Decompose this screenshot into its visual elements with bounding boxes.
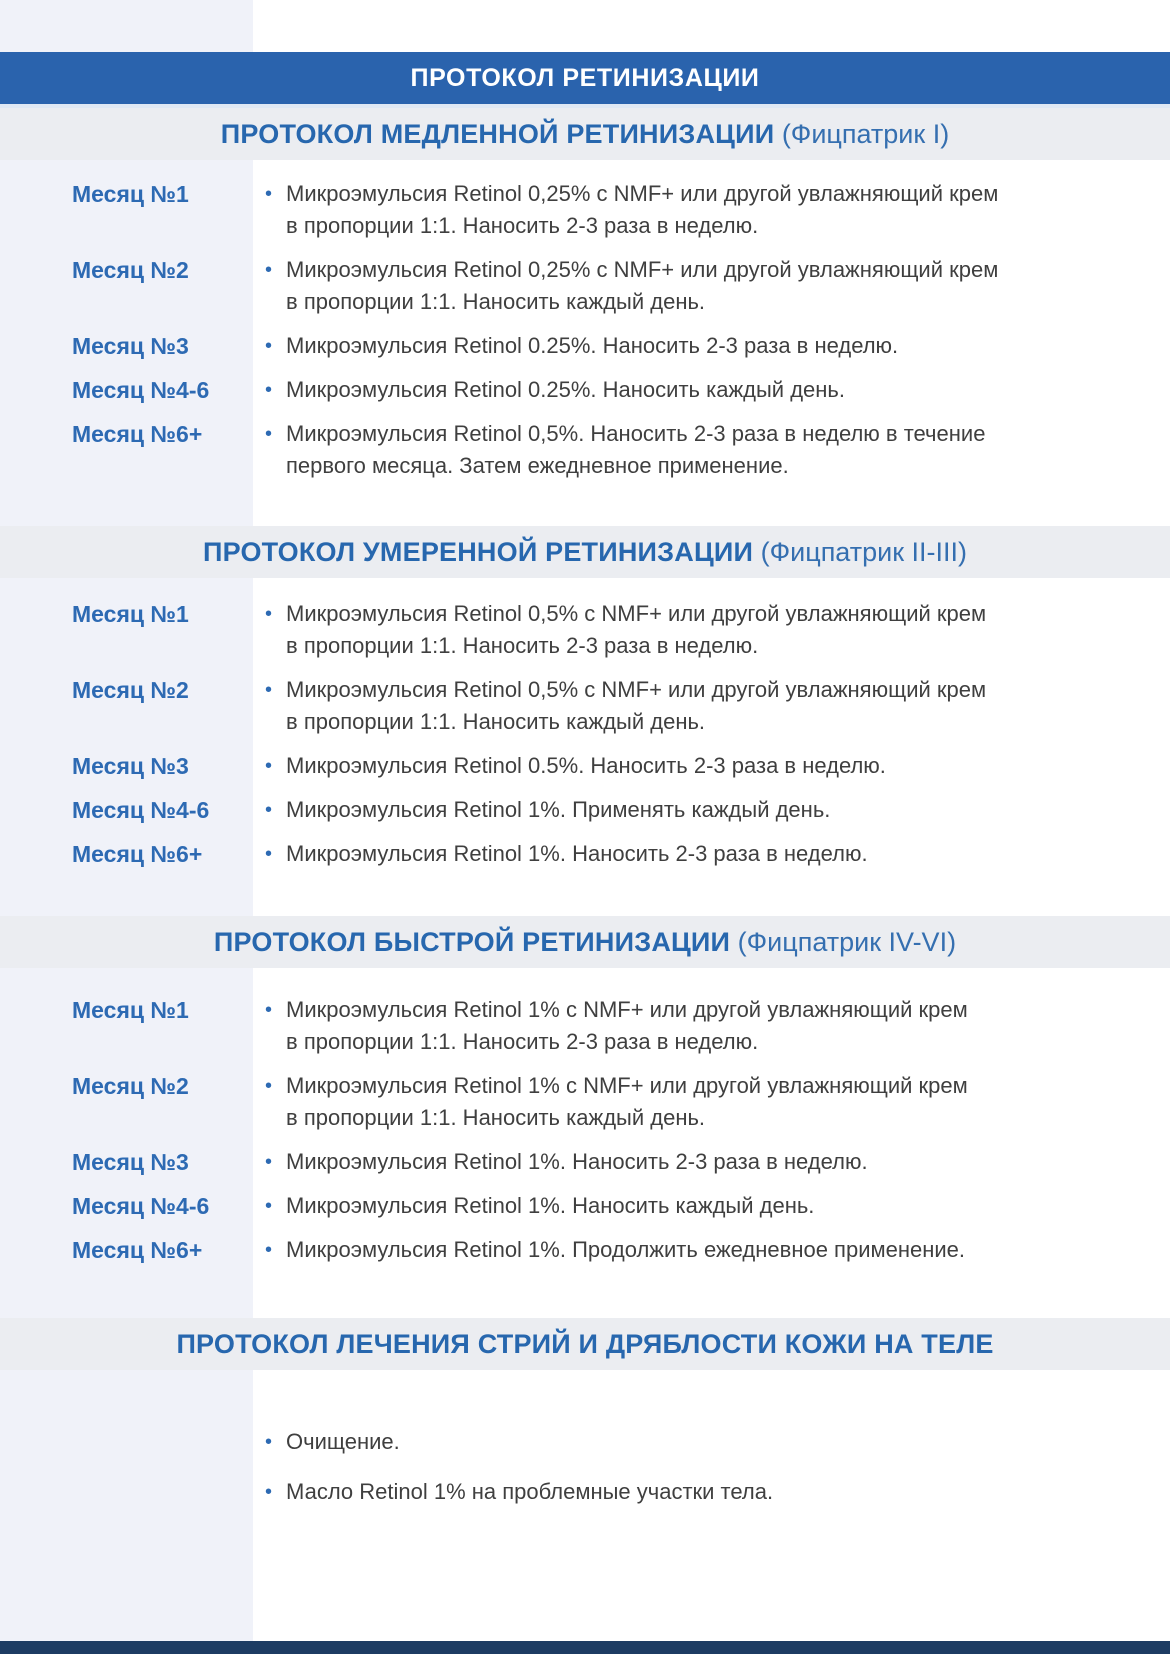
title-underline bbox=[0, 104, 1170, 108]
section-header-body-treatment: ПРОТОКОЛ ЛЕЧЕНИЯ СТРИЙ И ДРЯБЛОСТИ КОЖИ … bbox=[0, 1318, 1170, 1370]
section-moderate-rows: Месяц №1 • Микроэмульсия Retinol 0,5% с N… bbox=[0, 598, 1170, 870]
footer-bar bbox=[0, 1641, 1170, 1654]
table-row: • Очищение. bbox=[0, 1426, 1170, 1458]
section-header-fast: ПРОТОКОЛ БЫСТРОЙ РЕТИНИЗАЦИИ (Фицпатрик … bbox=[0, 916, 1170, 968]
row-text: Микроэмульсия Retinol 0.5%. Наносить 2-3… bbox=[286, 753, 886, 778]
bullet-icon: • bbox=[265, 335, 273, 357]
bullet-icon: • bbox=[265, 1431, 273, 1453]
month-label: Месяц №6+ bbox=[72, 841, 203, 867]
month-label: Месяц №4-6 bbox=[72, 377, 210, 403]
section-title: ПРОТОКОЛ БЫСТРОЙ РЕТИНИЗАЦИИ bbox=[213, 926, 731, 957]
month-label: Месяц №4-6 bbox=[72, 1193, 210, 1219]
row-text: Микроэмульсия Retinol 0,25% с NMF+ или д… bbox=[286, 181, 999, 238]
month-label: Месяц №3 bbox=[72, 1149, 189, 1175]
row-text: Микроэмульсия Retinol 1%. Применять кажд… bbox=[286, 797, 831, 822]
table-row: Месяц №3 • Микроэмульсия Retinol 0.25%. Н… bbox=[0, 330, 1170, 362]
bullet-icon: • bbox=[265, 183, 273, 205]
row-text: Масло Retinol 1% на проблемные участки т… bbox=[286, 1479, 774, 1504]
section-title: ПРОТОКОЛ УМЕРЕННОЙ РЕТИНИЗАЦИИ bbox=[202, 536, 754, 567]
bullet-icon: • bbox=[265, 843, 273, 865]
table-row: Месяц №6+ • Микроэмульсия Retinol 1%. Нан… bbox=[0, 838, 1170, 870]
bullet-icon: • bbox=[265, 1075, 273, 1097]
main-title-bar: ПРОТОКОЛ РЕТИНИЗАЦИИ bbox=[0, 52, 1170, 104]
table-row: Месяц №1 • Микроэмульсия Retinol 0,25% с … bbox=[0, 178, 1170, 242]
month-label: Месяц №4-6 bbox=[72, 797, 210, 823]
row-text: Микроэмульсия Retinol 0,5% с NMF+ или др… bbox=[286, 677, 987, 734]
bullet-icon: • bbox=[265, 1151, 273, 1173]
table-row: Месяц №3 • Микроэмульсия Retinol 1%. Нано… bbox=[0, 1146, 1170, 1178]
section-slow-rows: Месяц №1 • Микроэмульсия Retinol 0,25% с … bbox=[0, 178, 1170, 482]
section-title: ПРОТОКОЛ МЕДЛЕННОЙ РЕТИНИЗАЦИИ bbox=[220, 118, 775, 149]
top-margin bbox=[0, 0, 1170, 52]
month-label: Месяц №1 bbox=[72, 181, 189, 207]
bullet-icon: • bbox=[265, 259, 273, 281]
table-row: • Масло Retinol 1% на проблемные участки … bbox=[0, 1476, 1170, 1508]
month-label: Месяц №6+ bbox=[72, 1237, 203, 1263]
row-text: Микроэмульсия Retinol 0,5% с NMF+ или др… bbox=[286, 601, 987, 658]
bullet-icon: • bbox=[265, 1239, 273, 1261]
table-row: Месяц №1 • Микроэмульсия Retinol 0,5% с N… bbox=[0, 598, 1170, 662]
month-label: Месяц №1 bbox=[72, 997, 189, 1023]
table-row: Месяц №4-6 • Микроэмульсия Retinol 1%. На… bbox=[0, 1190, 1170, 1222]
row-text: Микроэмульсия Retinol 0.25%. Наносить 2-… bbox=[286, 333, 899, 358]
bullet-icon: • bbox=[265, 755, 273, 777]
left-column-background bbox=[0, 0, 253, 1654]
section-title: ПРОТОКОЛ ЛЕЧЕНИЯ СТРИЙ И ДРЯБЛОСТИ КОЖИ … bbox=[176, 1328, 994, 1359]
row-text: Микроэмульсия Retinol 1%. Продолжить еже… bbox=[286, 1237, 966, 1262]
row-text: Очищение. bbox=[286, 1429, 400, 1454]
row-text: Микроэмульсия Retinol 0.25%. Наносить ка… bbox=[286, 377, 846, 402]
bullet-icon: • bbox=[265, 799, 273, 821]
section-fast-rows: Месяц №1 • Микроэмульсия Retinol 1% с NMF… bbox=[0, 994, 1170, 1266]
bullet-icon: • bbox=[265, 379, 273, 401]
month-label: Месяц №3 bbox=[72, 753, 189, 779]
table-row: Месяц №1 • Микроэмульсия Retinol 1% с NMF… bbox=[0, 994, 1170, 1058]
table-row: Месяц №6+ • Микроэмульсия Retinol 1%. Про… bbox=[0, 1234, 1170, 1266]
section-body-treatment-rows: • Очищение. • Масло Retinol 1% на проблемн… bbox=[0, 1426, 1170, 1508]
bullet-icon: • bbox=[265, 423, 273, 445]
bullet-icon: • bbox=[265, 1481, 273, 1503]
section-subtitle: (Фицпатрик I) bbox=[774, 118, 950, 149]
table-row: Месяц №3 • Микроэмульсия Retinol 0.5%. На… bbox=[0, 750, 1170, 782]
table-row: Месяц №2 • Микроэмульсия Retinol 0,25% с … bbox=[0, 254, 1170, 318]
month-label: Месяц №3 bbox=[72, 333, 189, 359]
section-subtitle: (Фицпатрик IV-VI) bbox=[730, 926, 957, 957]
main-title: ПРОТОКОЛ РЕТИНИЗАЦИИ bbox=[410, 63, 760, 92]
table-row: Месяц №2 • Микроэмульсия Retinol 0,5% с N… bbox=[0, 674, 1170, 738]
bullet-icon: • bbox=[265, 603, 273, 625]
section-header-slow: ПРОТОКОЛ МЕДЛЕННОЙ РЕТИНИЗАЦИИ (Фицпатри… bbox=[0, 108, 1170, 160]
row-text: Микроэмульсия Retinol 1% с NMF+ или друг… bbox=[286, 1073, 968, 1130]
row-text: Микроэмульсия Retinol 1%. Наносить 2-3 р… bbox=[286, 1149, 868, 1174]
table-row: Месяц №6+ • Микроэмульсия Retinol 0,5%. Н… bbox=[0, 418, 1170, 482]
bullet-icon: • bbox=[265, 679, 273, 701]
month-label: Месяц №2 bbox=[72, 677, 189, 703]
row-text: Микроэмульсия Retinol 1%. Наносить кажды… bbox=[286, 1193, 815, 1218]
row-text: Микроэмульсия Retinol 1%. Наносить 2-3 р… bbox=[286, 841, 868, 866]
section-subtitle: (Фицпатрик II-III) bbox=[753, 536, 968, 567]
table-row: Месяц №4-6 • Микроэмульсия Retinol 1%. Пр… bbox=[0, 794, 1170, 826]
bullet-icon: • bbox=[265, 1195, 273, 1217]
row-text: Микроэмульсия Retinol 0,25% с NMF+ или д… bbox=[286, 257, 999, 314]
month-label: Месяц №1 bbox=[72, 601, 189, 627]
month-label: Месяц №2 bbox=[72, 1073, 189, 1099]
row-text: Микроэмульсия Retinol 0,5%. Наносить 2-3… bbox=[286, 421, 986, 478]
row-text: Микроэмульсия Retinol 1% с NMF+ или друг… bbox=[286, 997, 968, 1054]
table-row: Месяц №4-6 • Микроэмульсия Retinol 0.25%.… bbox=[0, 374, 1170, 406]
table-row: Месяц №2 • Микроэмульсия Retinol 1% с NMF… bbox=[0, 1070, 1170, 1134]
month-label: Месяц №6+ bbox=[72, 421, 203, 447]
section-header-moderate: ПРОТОКОЛ УМЕРЕННОЙ РЕТИНИЗАЦИИ (Фицпатри… bbox=[0, 526, 1170, 578]
month-label: Месяц №2 bbox=[72, 257, 189, 283]
bullet-icon: • bbox=[265, 999, 273, 1021]
